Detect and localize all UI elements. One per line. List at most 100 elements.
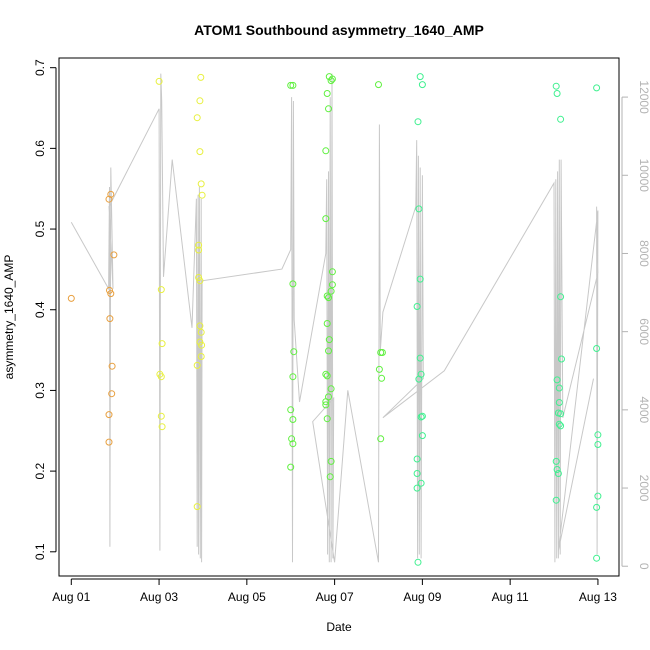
data-point <box>378 349 386 356</box>
data-point <box>323 415 331 423</box>
data-point <box>328 268 336 276</box>
data-point <box>413 303 421 310</box>
data-point <box>593 345 601 352</box>
data-point <box>552 457 560 465</box>
data-point <box>554 470 562 477</box>
data-point <box>322 370 330 378</box>
data-point <box>415 205 423 213</box>
data-point <box>416 275 424 283</box>
data-point <box>107 290 115 298</box>
data-point <box>323 320 331 327</box>
data-point <box>326 473 334 481</box>
axes-layer: Aug 01 Aug 03 Aug 05 Aug 07 Aug 09 Aug 11 Aug … <box>33 57 650 604</box>
data-point <box>289 416 297 423</box>
data-point <box>196 97 204 105</box>
data-point <box>196 322 204 330</box>
data-point <box>323 292 331 300</box>
data-point <box>198 341 206 349</box>
y2-tick-label: 6000 <box>637 318 650 345</box>
data-point <box>557 115 565 123</box>
data-point <box>289 81 297 89</box>
line-layer <box>70 73 599 563</box>
data-point <box>110 251 118 259</box>
data-point <box>558 355 565 363</box>
data-point <box>557 410 565 418</box>
chart-title: ATOM1 Southbound asymmetry_1640_AMP <box>194 22 484 38</box>
x-tick-label: Aug 05 <box>228 590 266 604</box>
data-point <box>289 373 297 381</box>
data-point <box>325 347 332 355</box>
y-tick-label: 0.1 <box>33 543 47 560</box>
data-point <box>327 385 335 393</box>
data-point <box>108 390 116 398</box>
data-point <box>593 554 601 562</box>
data-point <box>555 384 563 392</box>
y-tick-label: 0.3 <box>33 382 47 399</box>
data-point <box>418 81 426 89</box>
data-point <box>322 401 330 409</box>
data-point <box>322 147 330 155</box>
data-point <box>195 274 203 281</box>
data-point <box>553 376 561 384</box>
x-tick-label: Aug 11 <box>492 590 529 604</box>
data-point <box>289 440 297 448</box>
data-point <box>594 431 602 439</box>
data-point <box>325 294 332 302</box>
x-tick-label: Aug 03 <box>140 590 178 604</box>
data-point <box>327 457 335 465</box>
data-point <box>552 82 560 90</box>
line-series <box>70 73 599 563</box>
y2-tick-label: 0 <box>637 563 650 570</box>
data-point <box>416 354 424 362</box>
data-point <box>195 241 203 249</box>
data-point <box>413 455 421 463</box>
y-tick-label: 0.7 <box>33 59 47 76</box>
data-point <box>328 281 336 289</box>
data-point <box>414 118 422 126</box>
data-point <box>196 148 204 156</box>
data-point <box>323 90 331 97</box>
data-point <box>193 503 201 511</box>
x-tick-label: Aug 07 <box>316 590 354 604</box>
data-point <box>418 432 426 440</box>
data-point <box>417 479 425 487</box>
data-point <box>288 435 296 443</box>
data-point <box>107 190 115 198</box>
data-point <box>193 114 201 122</box>
data-point <box>196 277 204 285</box>
data-point <box>417 413 425 421</box>
y2-tick-label: 10000 <box>637 159 650 193</box>
data-point <box>157 286 165 294</box>
data-point <box>106 286 113 294</box>
data-point <box>105 195 113 203</box>
data-point <box>158 340 166 348</box>
plot-box <box>58 57 620 577</box>
data-point <box>415 375 423 383</box>
data-point <box>198 191 206 199</box>
data-point <box>416 73 424 81</box>
data-point <box>378 374 386 382</box>
data-point <box>377 435 385 443</box>
y2-tick-label: 2000 <box>637 475 650 502</box>
data-point <box>555 399 563 406</box>
data-point <box>67 294 75 302</box>
data-point <box>557 293 565 301</box>
y-axis-label: asymmetry_1640_AMP <box>2 255 16 380</box>
x-axis-label: Date <box>326 620 352 634</box>
y-tick-label: 0.5 <box>33 220 47 237</box>
points-layer <box>67 73 602 566</box>
y-tick-label: 0.2 <box>33 462 47 479</box>
data-point <box>157 373 165 381</box>
data-point <box>553 90 561 97</box>
data-point <box>287 81 295 89</box>
data-point <box>328 75 336 83</box>
data-point <box>552 496 560 504</box>
data-point <box>325 336 333 344</box>
data-point <box>108 362 116 370</box>
data-point <box>197 353 205 360</box>
y2-tick-label: 8000 <box>637 240 650 267</box>
y-tick-label: 0.6 <box>33 140 47 157</box>
y2-tick-label: 4000 <box>637 396 650 423</box>
data-point <box>105 411 113 419</box>
